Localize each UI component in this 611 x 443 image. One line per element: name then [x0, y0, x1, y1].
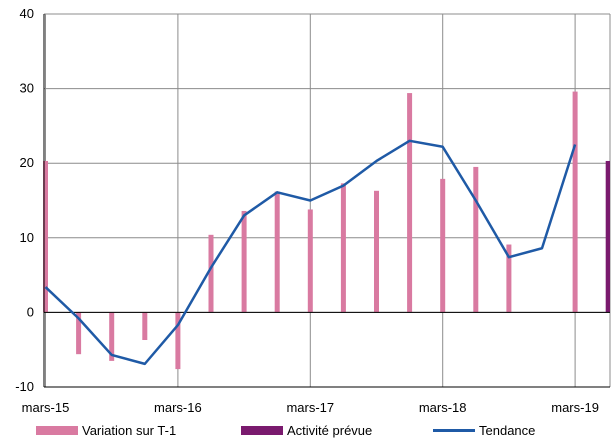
bar	[274, 191, 280, 313]
bar	[340, 183, 346, 313]
trend-line-group	[44, 139, 577, 366]
legend-label-variation: Variation sur T-1	[82, 423, 177, 438]
bar	[407, 93, 413, 313]
bar	[43, 160, 48, 313]
legend-item-activite: Activité prévue	[241, 423, 372, 438]
axes	[43, 14, 610, 388]
y-tick-label: -10	[15, 379, 34, 394]
y-tick-labels: -10 0 10 20 30 40	[15, 6, 34, 394]
trend-line	[44, 139, 577, 366]
bar	[440, 178, 446, 313]
legend-swatch-variation	[36, 426, 78, 435]
legend-label-activite: Activité prévue	[287, 423, 373, 438]
bar	[241, 210, 247, 313]
legend-label-tendance: Tendance	[479, 423, 536, 438]
x-tick-label: mars-19	[551, 400, 599, 415]
y-tick-label: 30	[20, 81, 34, 96]
y-tick-label: 20	[20, 155, 34, 170]
bar	[175, 312, 181, 370]
y-tick-label: 40	[20, 6, 34, 21]
x-tick-label: mars-16	[154, 400, 202, 415]
bar	[473, 166, 479, 313]
bar	[605, 160, 610, 313]
gridlines	[44, 13, 611, 388]
x-tick-label: mars-15	[22, 400, 70, 415]
bar	[208, 234, 214, 313]
bar	[307, 209, 313, 313]
legend-item-tendance: Tendance	[433, 423, 535, 438]
legend-item-variation: Variation sur T-1	[36, 423, 176, 438]
y-tick-label: 0	[27, 304, 34, 319]
bar	[142, 312, 148, 341]
bar	[506, 244, 512, 313]
x-tick-labels: mars-15 mars-16 mars-17 mars-18 mars-19	[22, 400, 599, 415]
bar	[109, 312, 115, 361]
legend-swatch-activite	[241, 426, 283, 435]
y-tick-label: 10	[20, 230, 34, 245]
bar	[374, 190, 379, 313]
bars	[43, 91, 610, 370]
legend: Variation sur T-1 Activité prévue Tendan…	[0, 423, 611, 443]
legend-swatch-tendance	[433, 429, 475, 432]
x-tick-label: mars-18	[419, 400, 467, 415]
bar	[572, 91, 578, 313]
bar	[76, 312, 82, 355]
x-tick-label: mars-17	[286, 400, 334, 415]
